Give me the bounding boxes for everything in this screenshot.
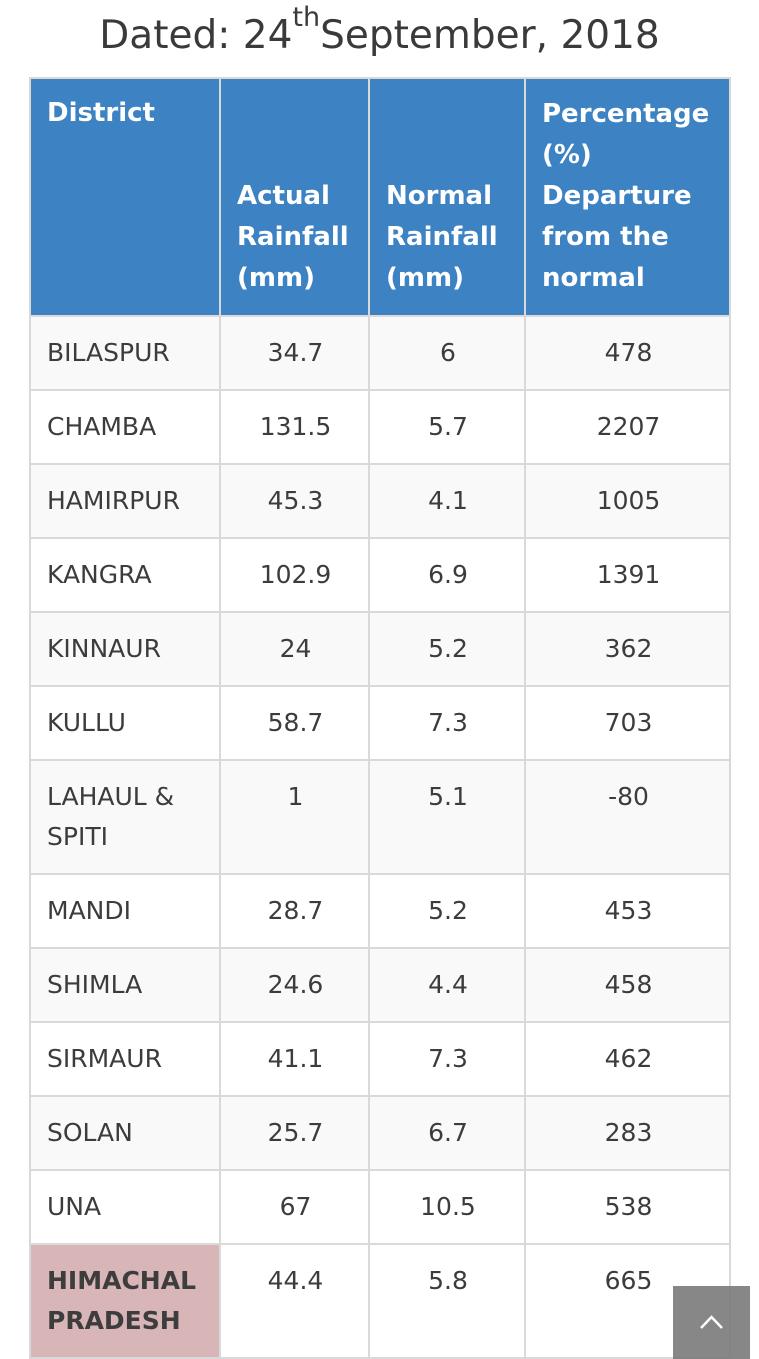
cell-district: HIMACHAL PRADESH: [29, 1243, 221, 1359]
table-row: SIRMAUR 41.1 7.3 462: [29, 1021, 731, 1097]
table-row: LAHAUL & SPITI 1 5.1 -80: [29, 759, 731, 875]
header-actual-rainfall: Actual Rainfall (mm): [219, 77, 370, 317]
cell-departure: 362: [524, 611, 731, 687]
table-row: SOLAN 25.7 6.7 283: [29, 1095, 731, 1171]
chevron-up-icon: [700, 1315, 723, 1329]
cell-actual-rainfall: 102.9: [219, 537, 370, 613]
cell-district: UNA: [29, 1169, 221, 1245]
cell-normal-rainfall: 5.2: [368, 611, 526, 687]
cell-actual-rainfall: 24.6: [219, 947, 370, 1023]
cell-departure: 478: [524, 315, 731, 391]
header-departure: Percentage (%) Departure from the normal: [524, 77, 731, 317]
cell-district: KINNAUR: [29, 611, 221, 687]
cell-normal-rainfall: 6.7: [368, 1095, 526, 1171]
cell-normal-rainfall: 4.1: [368, 463, 526, 539]
cell-actual-rainfall: 131.5: [219, 389, 370, 465]
cell-actual-rainfall: 67: [219, 1169, 370, 1245]
cell-actual-rainfall: 58.7: [219, 685, 370, 761]
header-district: District: [29, 77, 221, 317]
table-header-row: District Actual Rainfall (mm) Normal Rai…: [29, 77, 731, 317]
scroll-to-top-button[interactable]: [673, 1286, 750, 1359]
cell-district: SOLAN: [29, 1095, 221, 1171]
cell-district: CHAMBA: [29, 389, 221, 465]
page-title: Dated: 24thSeptember, 2018: [0, 4, 759, 64]
table-row: HAMIRPUR 45.3 4.1 1005: [29, 463, 731, 539]
title-prefix: Dated: 24: [99, 13, 293, 58]
cell-departure: 1391: [524, 537, 731, 613]
cell-district: BILASPUR: [29, 315, 221, 391]
cell-departure: 453: [524, 873, 731, 949]
table-row-total: HIMACHAL PRADESH 44.4 5.8 665: [29, 1243, 731, 1359]
cell-normal-rainfall: 6: [368, 315, 526, 391]
cell-actual-rainfall: 25.7: [219, 1095, 370, 1171]
cell-departure: 458: [524, 947, 731, 1023]
title-superscript: th: [292, 2, 321, 33]
cell-departure: 283: [524, 1095, 731, 1171]
cell-departure: 462: [524, 1021, 731, 1097]
cell-normal-rainfall: 5.8: [368, 1243, 526, 1359]
cell-actual-rainfall: 44.4: [219, 1243, 370, 1359]
cell-departure: -80: [524, 759, 731, 875]
cell-departure: 538: [524, 1169, 731, 1245]
cell-departure: 1005: [524, 463, 731, 539]
cell-district: HAMIRPUR: [29, 463, 221, 539]
cell-actual-rainfall: 34.7: [219, 315, 370, 391]
table-row: UNA 67 10.5 538: [29, 1169, 731, 1245]
cell-normal-rainfall: 7.3: [368, 685, 526, 761]
cell-normal-rainfall: 5.7: [368, 389, 526, 465]
table-row: KULLU 58.7 7.3 703: [29, 685, 731, 761]
table-row: KINNAUR 24 5.2 362: [29, 611, 731, 687]
table-row: MANDI 28.7 5.2 453: [29, 873, 731, 949]
cell-district: KULLU: [29, 685, 221, 761]
cell-actual-rainfall: 41.1: [219, 1021, 370, 1097]
cell-departure: 703: [524, 685, 731, 761]
cell-normal-rainfall: 5.2: [368, 873, 526, 949]
cell-normal-rainfall: 5.1: [368, 759, 526, 875]
table-row: BILASPUR 34.7 6 478: [29, 315, 731, 391]
cell-district: LAHAUL & SPITI: [29, 759, 221, 875]
table-row: CHAMBA 131.5 5.7 2207: [29, 389, 731, 465]
cell-normal-rainfall: 7.3: [368, 1021, 526, 1097]
cell-actual-rainfall: 45.3: [219, 463, 370, 539]
cell-actual-rainfall: 24: [219, 611, 370, 687]
cell-normal-rainfall: 6.9: [368, 537, 526, 613]
table-body: BILASPUR 34.7 6 478 CHAMBA 131.5 5.7 2207 HAMIRP…: [29, 315, 731, 1359]
cell-normal-rainfall: 4.4: [368, 947, 526, 1023]
cell-district: KANGRA: [29, 537, 221, 613]
table-row: KANGRA 102.9 6.9 1391: [29, 537, 731, 613]
cell-normal-rainfall: 10.5: [368, 1169, 526, 1245]
rainfall-table: District Actual Rainfall (mm) Normal Rai…: [29, 77, 731, 1359]
cell-departure: 2207: [524, 389, 731, 465]
cell-actual-rainfall: 28.7: [219, 873, 370, 949]
cell-actual-rainfall: 1: [219, 759, 370, 875]
cell-district: SIRMAUR: [29, 1021, 221, 1097]
cell-district: SHIMLA: [29, 947, 221, 1023]
title-suffix: September, 2018: [320, 13, 660, 58]
header-normal-rainfall: Normal Rainfall (mm): [368, 77, 526, 317]
cell-district: MANDI: [29, 873, 221, 949]
table-row: SHIMLA 24.6 4.4 458: [29, 947, 731, 1023]
